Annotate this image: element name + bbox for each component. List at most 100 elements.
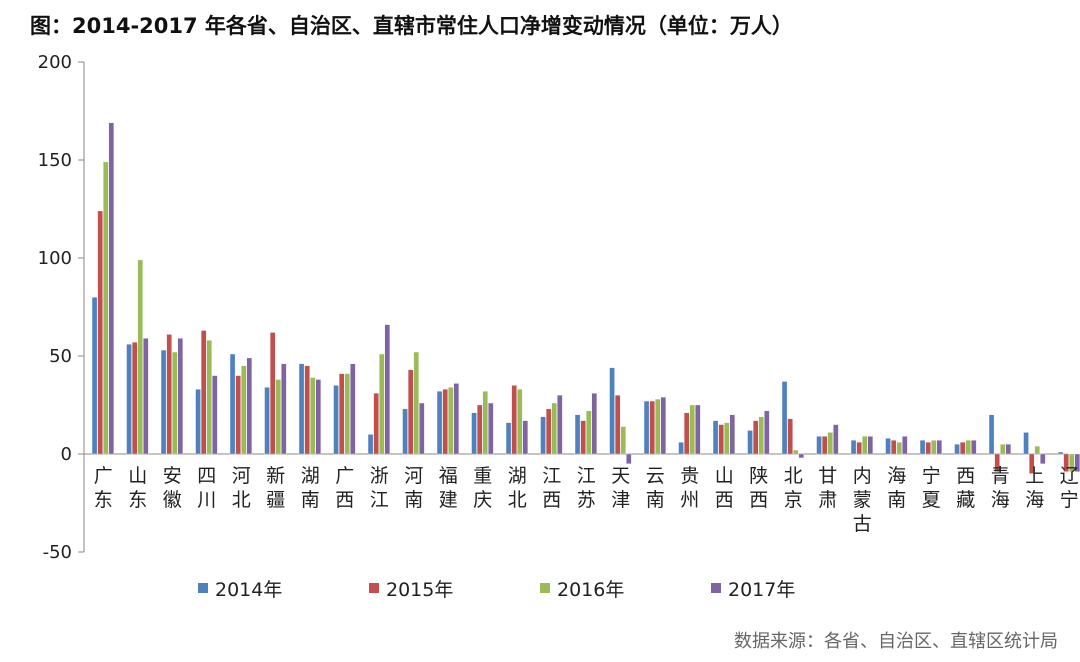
bar-2-27 xyxy=(994,453,1000,472)
bar-3-23 xyxy=(862,436,868,455)
category-label: 江苏 xyxy=(577,465,596,511)
legend: 2014年 2015年 2016年 2017年 xyxy=(198,579,795,601)
category-label: 河北 xyxy=(232,465,251,511)
y-tick-label: 150 xyxy=(38,150,72,171)
category-label: 宁夏 xyxy=(922,465,941,511)
bar-1-15 xyxy=(574,414,581,455)
source-note: 数据来源：各省、自治区、直辖区统计局 xyxy=(734,631,1058,652)
bar-4-5 xyxy=(246,357,253,455)
bar-4-16 xyxy=(626,453,632,464)
bar-1-25 xyxy=(919,440,926,455)
bar-4-14 xyxy=(557,395,563,455)
category-label: 新疆 xyxy=(266,465,285,511)
bar-2-8 xyxy=(338,373,345,455)
bar-1-5 xyxy=(229,353,236,455)
chart-title: 图：2014-2017 年各省、自治区、直辖市常住人口净增变动情况（单位：万人） xyxy=(30,14,793,38)
bar-3-19 xyxy=(724,422,730,455)
bar-1-7 xyxy=(298,363,305,455)
bar-3-6 xyxy=(275,379,281,455)
bar-1-24 xyxy=(885,438,891,455)
bar-1-1 xyxy=(91,297,98,455)
bar-1-26 xyxy=(954,444,960,455)
bar-1-8 xyxy=(333,385,339,455)
bar-2-24 xyxy=(891,440,897,455)
bars-layer xyxy=(91,122,1080,474)
bar-4-2 xyxy=(143,338,149,455)
bar-1-29 xyxy=(1057,451,1064,455)
bar-4-28 xyxy=(1040,453,1046,464)
bar-3-20 xyxy=(758,416,764,455)
bar-2-19 xyxy=(718,424,724,455)
bar-2-29 xyxy=(1063,453,1069,472)
bar-3-8 xyxy=(344,373,350,455)
bar-2-6 xyxy=(269,332,276,455)
category-label: 福建 xyxy=(439,465,458,511)
bar-1-9 xyxy=(367,434,374,455)
bar-4-9 xyxy=(384,324,391,455)
legend-swatch-4 xyxy=(711,583,721,593)
bar-4-6 xyxy=(281,363,287,455)
legend-swatch-3 xyxy=(540,583,550,593)
y-tick-label: 100 xyxy=(38,248,72,269)
category-label: 广西 xyxy=(335,465,354,511)
bar-2-15 xyxy=(580,420,586,455)
y-tick-label: 50 xyxy=(49,346,72,367)
bar-4-13 xyxy=(522,420,528,455)
bar-4-7 xyxy=(315,379,322,455)
category-label: 天津 xyxy=(611,465,630,511)
category-label: 上海 xyxy=(1025,465,1044,511)
bar-3-15 xyxy=(586,410,592,455)
bar-3-25 xyxy=(931,440,937,455)
legend-label-4: 2017年 xyxy=(728,579,795,601)
bar-3-7 xyxy=(310,377,316,455)
category-label: 云南 xyxy=(646,465,665,511)
bar-2-25 xyxy=(925,442,931,455)
bar-3-16 xyxy=(620,426,626,455)
bar-2-7 xyxy=(304,365,310,455)
bar-1-14 xyxy=(540,416,546,455)
category-label: 贵州 xyxy=(680,465,699,511)
category-label: 四川 xyxy=(197,465,216,511)
bar-2-4 xyxy=(200,330,207,455)
bar-1-27 xyxy=(988,414,995,455)
bar-2-13 xyxy=(511,385,517,455)
category-label: 青海 xyxy=(991,465,1010,511)
bar-2-26 xyxy=(960,442,966,455)
y-tick-label: 200 xyxy=(38,52,72,73)
bar-4-8 xyxy=(350,363,356,455)
category-label: 浙江 xyxy=(370,465,389,511)
bar-3-3 xyxy=(172,351,178,455)
bar-2-9 xyxy=(373,393,379,455)
bar-4-26 xyxy=(971,440,977,455)
bar-4-11 xyxy=(453,383,460,455)
bar-3-5 xyxy=(241,365,247,455)
bar-1-18 xyxy=(678,442,684,455)
bar-4-19 xyxy=(729,414,735,455)
category-label: 北京 xyxy=(784,465,803,511)
bar-4-23 xyxy=(867,436,873,455)
category-label: 甘肃 xyxy=(818,465,837,511)
category-label: 山东 xyxy=(128,465,147,511)
bar-1-4 xyxy=(195,389,201,455)
bar-3-28 xyxy=(1034,446,1040,455)
bar-3-26 xyxy=(965,440,971,455)
legend-label-2: 2015年 xyxy=(386,579,453,601)
category-label: 广东 xyxy=(94,465,113,511)
bar-2-16 xyxy=(615,395,621,455)
category-label: 内蒙古 xyxy=(853,465,872,535)
bar-2-12 xyxy=(476,404,483,455)
bar-3-11 xyxy=(448,387,454,455)
legend-label-1: 2014年 xyxy=(215,579,282,601)
bar-4-17 xyxy=(660,397,666,455)
bar-3-10 xyxy=(413,351,419,455)
bar-2-14 xyxy=(546,408,552,455)
bar-1-6 xyxy=(264,387,270,455)
bar-3-9 xyxy=(379,353,385,455)
bar-3-27 xyxy=(1000,444,1006,455)
bar-4-24 xyxy=(902,436,908,455)
bar-2-18 xyxy=(684,412,690,455)
bar-3-18 xyxy=(689,404,695,455)
bar-4-10 xyxy=(419,402,425,455)
bar-3-29 xyxy=(1069,453,1075,472)
bar-4-25 xyxy=(936,440,942,455)
